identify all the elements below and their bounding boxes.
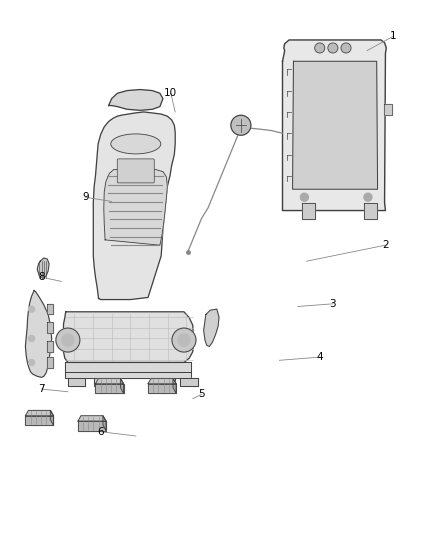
Polygon shape xyxy=(64,312,194,362)
Polygon shape xyxy=(47,341,53,352)
Polygon shape xyxy=(78,416,106,421)
Text: 8: 8 xyxy=(38,272,45,282)
Polygon shape xyxy=(120,378,124,393)
Polygon shape xyxy=(173,378,176,393)
Circle shape xyxy=(56,328,80,352)
Circle shape xyxy=(341,43,351,53)
Polygon shape xyxy=(25,410,53,416)
Circle shape xyxy=(28,335,35,342)
Polygon shape xyxy=(293,61,378,189)
Polygon shape xyxy=(95,378,124,384)
Polygon shape xyxy=(148,378,176,384)
Polygon shape xyxy=(50,410,53,425)
Circle shape xyxy=(28,359,35,366)
Circle shape xyxy=(28,306,35,312)
Circle shape xyxy=(172,328,196,352)
Circle shape xyxy=(364,193,372,201)
Polygon shape xyxy=(47,357,53,368)
Circle shape xyxy=(300,193,308,201)
Text: 5: 5 xyxy=(198,390,205,399)
Polygon shape xyxy=(65,362,191,372)
Polygon shape xyxy=(95,384,124,393)
Polygon shape xyxy=(68,378,85,386)
Polygon shape xyxy=(109,90,163,110)
Polygon shape xyxy=(37,258,49,278)
Polygon shape xyxy=(158,378,175,386)
Text: 4: 4 xyxy=(316,352,323,362)
Polygon shape xyxy=(364,203,377,219)
Polygon shape xyxy=(302,203,315,219)
Text: 6: 6 xyxy=(97,427,104,437)
Text: 10: 10 xyxy=(164,88,177,98)
Ellipse shape xyxy=(111,134,161,154)
Polygon shape xyxy=(283,40,386,211)
Polygon shape xyxy=(148,384,176,393)
Circle shape xyxy=(62,334,74,346)
Polygon shape xyxy=(104,169,167,245)
Polygon shape xyxy=(25,290,52,377)
Polygon shape xyxy=(103,416,106,431)
Polygon shape xyxy=(47,304,53,314)
Text: 9: 9 xyxy=(82,192,89,202)
Polygon shape xyxy=(384,104,392,115)
Circle shape xyxy=(178,334,190,346)
Circle shape xyxy=(231,115,251,135)
Polygon shape xyxy=(204,309,219,346)
Polygon shape xyxy=(180,378,198,386)
Polygon shape xyxy=(47,322,53,333)
Polygon shape xyxy=(94,378,112,386)
Circle shape xyxy=(315,43,325,53)
Text: 7: 7 xyxy=(38,384,45,394)
Circle shape xyxy=(328,43,338,53)
Polygon shape xyxy=(25,416,53,425)
Text: 1: 1 xyxy=(390,31,397,41)
Polygon shape xyxy=(78,421,106,431)
Polygon shape xyxy=(65,372,191,378)
Text: 3: 3 xyxy=(329,299,336,309)
Polygon shape xyxy=(93,112,175,300)
FancyBboxPatch shape xyxy=(117,159,154,183)
Text: 2: 2 xyxy=(382,240,389,250)
